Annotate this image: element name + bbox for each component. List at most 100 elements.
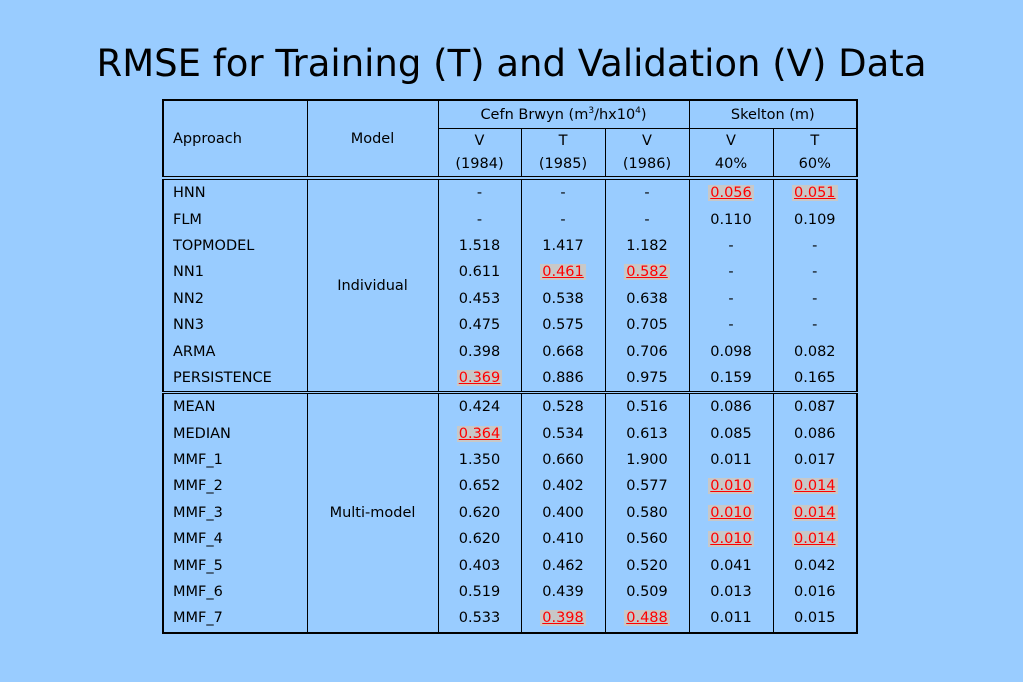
value-cell: 0.453 [437,285,522,312]
value-cell: 0.533 [437,605,522,633]
value-cell: 0.577 [604,473,690,500]
best-value-highlight: 0.369 [456,369,503,386]
value-cell: 0.461 [520,259,606,286]
rmse-table: Approach Model Cefn Brwyn (m3/hx104) Ske… [162,99,859,634]
value-cell: 0.706 [604,338,690,365]
table-row: MMF_3 0.620 0.400 0.580 0.010 0.014 [162,499,858,527]
table-row: MMF_4 0.620 0.410 0.560 0.010 0.014 [162,526,858,553]
header-col-5-bottom: 60% [772,152,858,180]
value-cell: 0.011 [688,446,774,474]
value-cell: 0.613 [604,420,690,447]
table-row: ARMA 0.398 0.668 0.706 0.098 0.082 [162,338,858,365]
value-cell: 0.705 [604,311,690,339]
value-cell: 0.014 [772,526,858,553]
value-cell: 0.042 [772,552,858,579]
approach-cell: TOPMODEL [162,232,308,260]
value-cell: 0.582 [604,259,690,286]
value-cell: 0.611 [437,259,522,286]
table-row: TOPMODEL 1.518 1.417 1.182- - [162,232,858,260]
header-col-4-top: V [688,128,774,152]
value-cell: 0.015 [772,605,858,633]
approach-cell: FLM [162,206,308,233]
model-cell: Multi-model [306,391,439,633]
value-cell: 0.086 [688,391,774,421]
value-cell: 0.082 [772,338,858,365]
best-value-highlight: 0.582 [624,264,670,281]
header-col-1-top: V [437,128,522,152]
table-row: MMF_6 0.519 0.439 0.509 0.013 0.016 [162,578,858,606]
value-cell: 1.417 [520,232,606,260]
header-col-1-bottom: (1984) [437,152,522,180]
value-cell: - [520,178,606,207]
header-col-3-top: V [604,128,690,152]
value-cell: - [772,232,858,260]
header-group-skelton: Skelton (m) [688,100,858,129]
value-cell: - [688,259,774,286]
table-row: MMF_2 0.652 0.402 0.577 0.010 0.014 [162,473,858,500]
value-cell: 0.398 [520,605,606,633]
table-row: NN3 0.475 0.575 0.705- - [162,311,858,339]
approach-cell: MMF_6 [162,578,308,606]
value-cell: 0.462 [520,552,606,579]
header-col-3-bottom: (1986) [604,152,690,180]
value-cell: 0.534 [520,420,606,447]
value-cell: 0.975 [604,364,690,393]
value-cell: - [437,206,522,233]
value-cell: 0.519 [437,578,522,606]
value-cell: 0.660 [520,446,606,474]
slide-title: RMSE for Training (T) and Validation (V)… [96,42,927,85]
value-cell: 0.668 [520,338,606,365]
value-cell: 0.159 [688,364,774,393]
approach-cell: HNN [162,178,308,207]
value-cell: 0.098 [688,338,774,365]
table-row: NN2 0.453 0.538 0.638- - [162,285,858,312]
value-cell: 0.010 [688,526,774,553]
header-model: Model [306,100,439,180]
best-value-highlight: 0.488 [624,610,670,627]
value-cell: 0.398 [437,338,522,365]
value-cell: 0.017 [772,446,858,474]
value-cell: 0.109 [772,206,858,233]
table-row: FLM - - -0.110 0.109 [162,206,858,233]
approach-cell: MEDIAN [162,420,308,447]
header-col-4-bottom: 40% [688,152,774,180]
value-cell: - [520,206,606,233]
value-cell: 0.014 [772,473,858,500]
value-cell: 0.620 [437,526,522,553]
value-cell: - [604,206,690,233]
value-cell: 0.638 [604,285,690,312]
value-cell: - [437,178,522,207]
value-cell: 0.410 [520,526,606,553]
value-cell: 0.620 [437,499,522,527]
approach-cell: MEAN [162,391,308,421]
best-value-highlight: 0.364 [456,425,503,442]
value-cell: - [772,311,858,339]
value-cell: 0.051 [772,178,858,207]
approach-cell: NN1 [162,259,308,286]
value-cell: 0.086 [772,420,858,447]
value-cell: 0.652 [437,473,522,500]
best-value-highlight: 0.014 [792,531,838,548]
value-cell: 0.580 [604,499,690,527]
table-body: HNN Individual - - -0.056 0.051 FLM - - -0.110 0.1… [162,178,858,633]
approach-cell: MMF_5 [162,552,308,579]
best-value-highlight: 0.056 [708,185,754,202]
value-cell: 0.403 [437,552,522,579]
header-group-cefn-brwyn: Cefn Brwyn (m3/hx104) [437,100,690,129]
value-cell: - [604,178,690,207]
best-value-highlight: 0.010 [708,531,754,548]
value-cell: 0.402 [520,473,606,500]
value-cell: 0.056 [688,178,774,207]
header-col-2-top: T [520,128,606,152]
approach-cell: MMF_2 [162,473,308,500]
value-cell: 0.488 [604,605,690,633]
best-value-highlight: 0.010 [708,504,754,521]
value-cell: 0.010 [688,499,774,527]
value-cell: 0.014 [772,499,858,527]
table-row: MMF_5 0.403 0.462 0.520 0.041 0.042 [162,552,858,579]
rmse-table-container: Approach Model Cefn Brwyn (m3/hx104) Ske… [162,99,859,634]
best-value-highlight: 0.014 [792,504,838,521]
value-cell: 0.886 [520,364,606,393]
approach-cell: MMF_7 [162,605,308,633]
table-row: MEDIAN 0.364 0.534 0.613 0.085 0.086 [162,420,858,447]
